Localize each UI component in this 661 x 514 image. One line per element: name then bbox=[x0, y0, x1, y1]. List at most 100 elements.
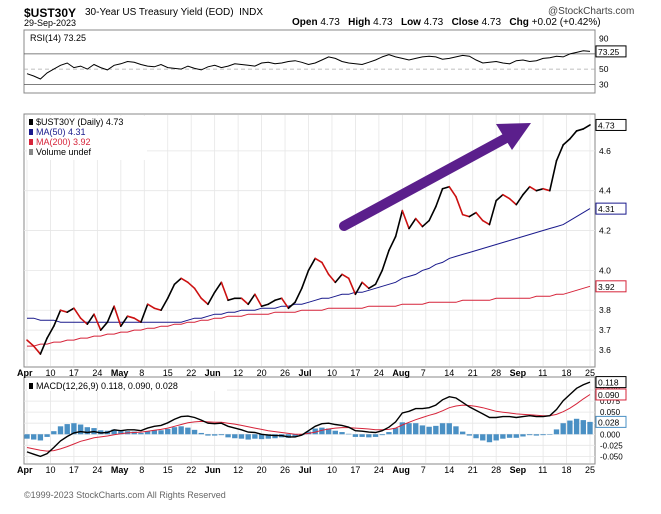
macd-histogram-bar bbox=[171, 427, 178, 435]
price-segment bbox=[508, 197, 518, 206]
price-segment bbox=[307, 257, 317, 272]
price-segment bbox=[502, 193, 511, 200]
price-segment bbox=[39, 337, 48, 355]
price-segment bbox=[106, 305, 115, 323]
histogram-last-value-box bbox=[595, 415, 627, 428]
price-segment bbox=[146, 303, 156, 310]
macd-histogram-bar bbox=[238, 434, 245, 439]
macd-histogram-bar bbox=[480, 434, 486, 441]
price-segment bbox=[267, 299, 276, 306]
macd-x-tick: Apr bbox=[17, 465, 33, 475]
macd-histogram-bar bbox=[359, 434, 365, 437]
macd-histogram-bar bbox=[339, 432, 345, 435]
macd-x-tick: 21 bbox=[468, 465, 478, 475]
macd-histogram-bar bbox=[473, 434, 479, 439]
trend-arrow bbox=[339, 123, 531, 231]
macd-histogram-bar bbox=[71, 423, 77, 435]
macd-histogram-bar bbox=[573, 418, 580, 435]
price-segment bbox=[200, 297, 209, 306]
price-segment bbox=[260, 303, 270, 308]
macd-x-tick: 10 bbox=[327, 465, 337, 475]
macd-histogram-bar bbox=[312, 428, 318, 435]
price-x-tick: 7 bbox=[421, 368, 426, 378]
macd-x-tick: 24 bbox=[374, 465, 384, 475]
macd-x-tick: May bbox=[111, 465, 129, 475]
macd-x-tick: 7 bbox=[421, 465, 426, 475]
price-x-tick: 14 bbox=[444, 368, 454, 378]
price-segment bbox=[394, 209, 404, 238]
price-segment bbox=[187, 281, 196, 290]
price-x-tick: 18 bbox=[562, 368, 572, 378]
price-x-tick: 12 bbox=[233, 368, 243, 378]
price-segment bbox=[160, 297, 169, 312]
macd-histogram-bar bbox=[352, 434, 359, 437]
rsi-panel-frame bbox=[23, 29, 596, 94]
macd-x-tick: Sep bbox=[510, 465, 527, 475]
macd-histogram-bar bbox=[439, 423, 446, 435]
macd-histogram-bar bbox=[111, 429, 117, 435]
macd-histogram-bar bbox=[540, 434, 546, 436]
price-segment bbox=[374, 269, 384, 286]
price-segment bbox=[475, 211, 484, 222]
close-value: 4.73 bbox=[481, 17, 502, 28]
price-segment bbox=[368, 283, 377, 290]
macd-histogram-bar bbox=[158, 430, 164, 435]
macd-histogram-bar bbox=[406, 423, 412, 435]
price-segment bbox=[314, 257, 323, 264]
macd-x-tick: 17 bbox=[69, 465, 79, 475]
macd-legend-swatch bbox=[29, 383, 33, 389]
macd-histogram-bar bbox=[513, 434, 519, 438]
signal-last-value-box bbox=[595, 388, 627, 401]
price-segment bbox=[528, 185, 538, 192]
price-segment bbox=[421, 219, 430, 228]
price-segment bbox=[193, 287, 203, 300]
macd-x-tick: 15 bbox=[163, 465, 173, 475]
price-segment bbox=[254, 293, 263, 308]
ma50-last-value-box bbox=[595, 202, 627, 215]
price-last-value: 4.73 bbox=[598, 120, 615, 130]
rsi-line bbox=[26, 50, 591, 80]
trend-arrow-head bbox=[496, 123, 531, 150]
price-segment bbox=[59, 309, 69, 314]
price-x-tick: 28 bbox=[491, 368, 501, 378]
copyright-notice: ©1999-2023 StockCharts.com All Rights Re… bbox=[24, 490, 226, 500]
price-panel: 4.6 4.4 4.2 4.0 3.8 3.7 3.6 4.73 4.31 3.92 $UST30Y… bbox=[17, 115, 627, 378]
macd-tick-label: 0.075 bbox=[600, 397, 621, 406]
price-segment bbox=[401, 209, 410, 230]
macd-histogram-bar bbox=[500, 434, 506, 439]
macd-histogram-bar bbox=[37, 434, 44, 441]
rsi-tick-label: 50 bbox=[599, 64, 609, 74]
price-legend-1: MA(50) 4.31 bbox=[36, 127, 86, 137]
price-segment bbox=[26, 339, 35, 347]
macd-x-tick: 26 bbox=[280, 465, 290, 475]
macd-histogram-bar bbox=[64, 424, 70, 435]
price-segment bbox=[441, 185, 451, 190]
price-segment bbox=[515, 193, 524, 206]
ma200-last-value: 3.92 bbox=[598, 282, 615, 292]
price-segment bbox=[448, 185, 457, 198]
macd-histogram-bar bbox=[366, 434, 372, 438]
macd-histogram-bar bbox=[332, 430, 338, 435]
price-segment bbox=[93, 313, 102, 331]
price-last-value-box bbox=[595, 118, 627, 131]
price-x-tick: Aug bbox=[392, 368, 410, 378]
signal-last-value: 0.090 bbox=[598, 390, 620, 400]
macd-x-tick: 18 bbox=[562, 465, 572, 475]
macd-legend: MACD(12,26,9) 0.118, 0.090, 0.028 bbox=[36, 381, 178, 391]
chg-value: +0.02 (+0.42%) bbox=[531, 17, 601, 28]
price-segment bbox=[435, 187, 444, 208]
close-label: Close bbox=[451, 17, 479, 28]
macd-histogram-bar bbox=[211, 434, 218, 436]
low-label: Low bbox=[400, 17, 421, 28]
macd-x-tick: 14 bbox=[444, 465, 454, 475]
macd-histogram-bar bbox=[433, 425, 439, 435]
macd-histogram-bar bbox=[178, 426, 184, 435]
price-segment bbox=[280, 297, 290, 310]
price-segment bbox=[542, 187, 551, 192]
ticker-symbol: $UST30Y bbox=[24, 6, 77, 20]
macd-histogram-bar bbox=[185, 427, 191, 435]
macd-histogram-bar bbox=[446, 423, 452, 435]
macd-histogram-bar bbox=[151, 430, 158, 435]
price-segment bbox=[569, 130, 578, 140]
